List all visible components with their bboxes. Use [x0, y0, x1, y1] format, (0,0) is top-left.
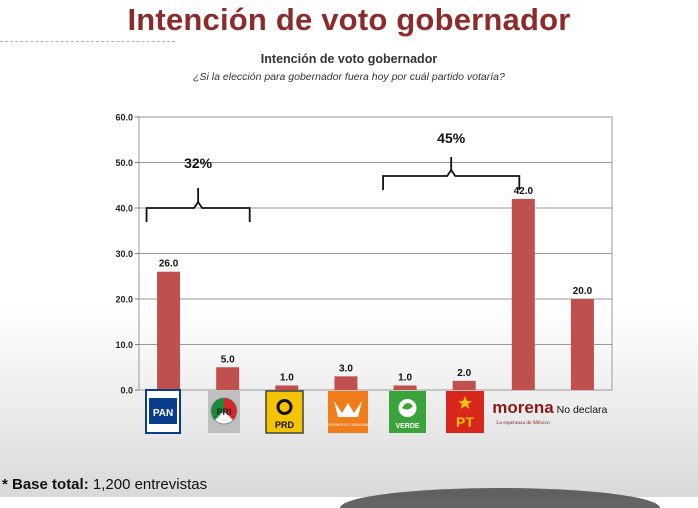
bar-mc	[334, 376, 358, 390]
group-total-label: 45%	[437, 130, 466, 146]
y-tick-label: 60.0	[115, 113, 133, 123]
bar-pri	[216, 367, 240, 390]
verde-logo-text: VERDE	[395, 423, 419, 430]
footnote-label: * Base total:	[2, 476, 89, 493]
bar-value-label: 42.0	[514, 186, 534, 197]
bar-no-declara	[570, 299, 594, 390]
pt-logo: PT	[446, 391, 484, 433]
morena-logo: morena La esperanza de México	[492, 398, 554, 426]
y-axis-ticks: 0.0 10.0 20.0 30.0 40.0 50.0 60.0	[115, 113, 139, 396]
chart-subtitle: ¿Si la elección para gobernador fuera ho…	[193, 71, 505, 83]
y-tick-label: 30.0	[115, 249, 133, 259]
pt-logo-text: PT	[456, 414, 474, 430]
pri-logo-text: PRI	[216, 407, 231, 417]
y-tick-label: 20.0	[115, 295, 133, 305]
group-brackets: 32% 45%	[145, 130, 521, 222]
no-declara-label: No declara	[557, 404, 608, 416]
y-tick-label: 10.0	[115, 340, 133, 350]
y-tick-label: 0.0	[120, 386, 133, 396]
y-tick-label: 50.0	[115, 158, 133, 168]
morena-logo-text: morena	[492, 398, 554, 417]
verde-logo: VERDE	[389, 391, 426, 433]
y-tick-label: 40.0	[115, 204, 133, 214]
bars	[157, 198, 594, 390]
pri-logo: PRI	[208, 391, 240, 433]
prd-logo: PRD	[265, 390, 304, 434]
bar-prd	[275, 385, 299, 390]
pan-logo-text: PAN	[153, 408, 173, 419]
bar-value-label: 1.0	[398, 372, 412, 383]
morena-logo-subtext: La esperanza de México	[496, 420, 550, 426]
bar-value-label: 20.0	[573, 286, 593, 297]
mc-logo: MOVIMIENTO CIUDADANO	[325, 391, 371, 433]
bar-morena	[511, 198, 535, 390]
prd-logo-text: PRD	[275, 420, 295, 430]
bar-pt	[452, 380, 476, 390]
bar-chart: 0.0 10.0 20.0 30.0 40.0 50.0 60.0 26.0 5.0 1.0 3.…	[115, 113, 613, 434]
no-declara-text: No declara	[557, 404, 608, 416]
value-labels: 26.0 5.0 1.0 3.0 1.0 2.0 42.0 20.0	[159, 186, 593, 384]
bar-value-label: 2.0	[457, 368, 471, 379]
group-bracket	[382, 168, 521, 190]
footnote-value: 1,200 entrevistas	[88, 476, 208, 493]
footnote: * Base total: 1,200 entrevistas	[2, 476, 207, 493]
bar-pan	[157, 271, 181, 390]
chart-title: Intención de voto gobernador	[260, 52, 438, 66]
bar-value-label: 5.0	[221, 354, 235, 365]
title-divider	[0, 41, 175, 43]
group-total-label: 32%	[184, 155, 213, 171]
bar-value-label: 1.0	[280, 372, 294, 383]
slide-title: Intención de voto gobernador	[127, 2, 571, 37]
bar-value-label: 3.0	[339, 363, 353, 374]
pan-logo: PAN	[145, 389, 181, 434]
group-bracket	[145, 200, 251, 222]
bar-verde	[393, 385, 417, 390]
mc-logo-text: MOVIMIENTO CIUDADANO	[325, 423, 371, 427]
party-logos: PAN PRI PRD MOVIMIENTO CIUDADANO	[145, 389, 608, 434]
bar-value-label: 26.0	[159, 259, 179, 270]
